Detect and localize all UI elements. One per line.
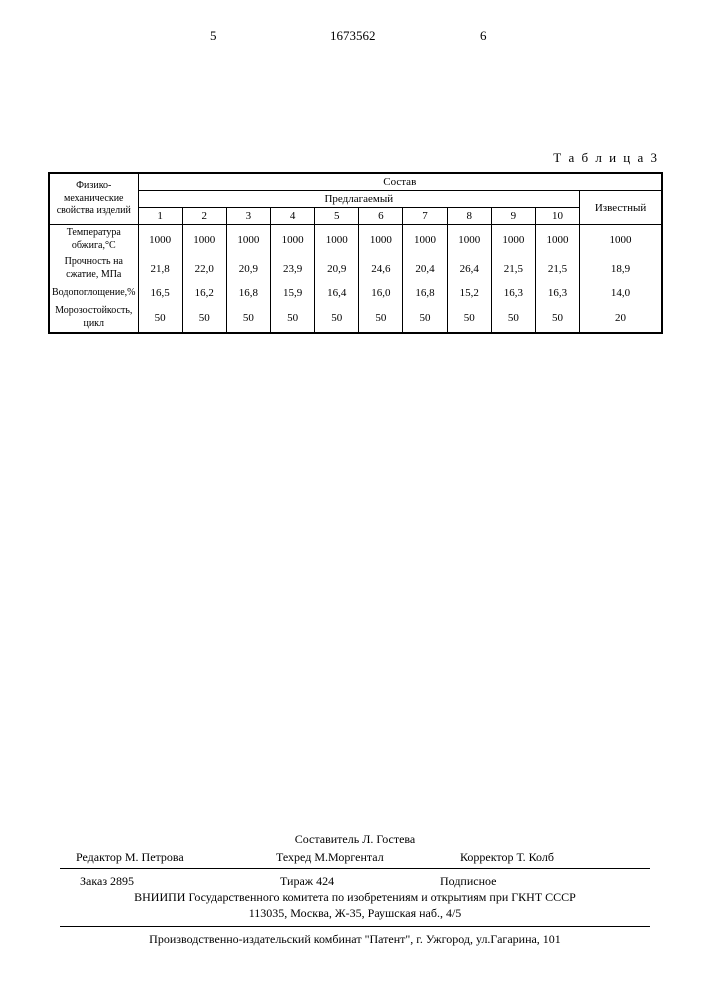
footer-address1: 113035, Москва, Ж-35, Раушская наб., 4/5 (60, 906, 650, 921)
row-label-0: Температура обжига,°С (49, 225, 138, 255)
page-number-right: 6 (480, 28, 487, 44)
th-col-5: 5 (315, 208, 359, 225)
cell: 50 (226, 303, 270, 333)
cell: 21,8 (138, 254, 182, 283)
cell: 1000 (315, 225, 359, 255)
row-label-3: Морозостойкость, цикл (49, 303, 138, 333)
patent-page: 5 1673562 6 Т а б л и ц а 3 Физико-механ… (0, 0, 707, 1000)
cell: 50 (182, 303, 226, 333)
footer-editor: Редактор М. Петрова (76, 850, 184, 865)
cell: 16,4 (315, 283, 359, 303)
cell: 50 (270, 303, 314, 333)
row-label-2: Водопоглощение,% (49, 283, 138, 303)
cell: 21,5 (535, 254, 579, 283)
footer-subscription: Подписное (440, 874, 497, 889)
cell: 16,0 (359, 283, 403, 303)
cell-known: 1000 (580, 225, 662, 255)
cell: 16,8 (226, 283, 270, 303)
patent-number: 1673562 (330, 28, 376, 44)
cell: 15,9 (270, 283, 314, 303)
row-label-1: Прочность на сжатие, МПа (49, 254, 138, 283)
cell: 1000 (491, 225, 535, 255)
cell: 1000 (359, 225, 403, 255)
cell: 1000 (403, 225, 447, 255)
cell: 20,4 (403, 254, 447, 283)
footer-order: Заказ 2895 (80, 874, 134, 889)
th-col-8: 8 (447, 208, 491, 225)
cell: 21,5 (491, 254, 535, 283)
cell: 50 (138, 303, 182, 333)
th-known: Известный (580, 191, 662, 225)
cell: 1000 (447, 225, 491, 255)
cell-known: 14,0 (580, 283, 662, 303)
th-col-2: 2 (182, 208, 226, 225)
cell: 16,3 (535, 283, 579, 303)
cell: 16,3 (491, 283, 535, 303)
cell-known: 20 (580, 303, 662, 333)
cell: 16,8 (403, 283, 447, 303)
th-row-header: Физико-механические свойства изделий (49, 173, 138, 225)
footer-tirazh: Тираж 424 (280, 874, 334, 889)
cell: 1000 (270, 225, 314, 255)
cell: 26,4 (447, 254, 491, 283)
cell: 50 (535, 303, 579, 333)
cell: 50 (447, 303, 491, 333)
cell: 50 (315, 303, 359, 333)
cell: 1000 (226, 225, 270, 255)
th-col-4: 4 (270, 208, 314, 225)
cell: 16,2 (182, 283, 226, 303)
footer-techred: Техред М.Моргентал (276, 850, 384, 865)
cell: 50 (403, 303, 447, 333)
divider-1 (60, 868, 650, 869)
cell: 20,9 (315, 254, 359, 283)
footer-compiler: Составитель Л. Гостева (60, 832, 650, 847)
footer-corrector: Корректор Т. Колб (460, 850, 554, 865)
th-sostav: Состав (138, 173, 662, 191)
cell: 50 (491, 303, 535, 333)
cell: 50 (359, 303, 403, 333)
th-predlag: Предлагаемый (138, 191, 580, 208)
th-col-1: 1 (138, 208, 182, 225)
properties-table: Физико-механические свойства изделий Сос… (48, 172, 663, 334)
cell: 15,2 (447, 283, 491, 303)
th-col-9: 9 (491, 208, 535, 225)
th-col-10: 10 (535, 208, 579, 225)
page-number-left: 5 (210, 28, 217, 44)
cell: 20,9 (226, 254, 270, 283)
footer-producer: Производственно-издательский комбинат "П… (60, 932, 650, 947)
footer-org: ВНИИПИ Государственного комитета по изоб… (60, 890, 650, 905)
cell: 1000 (182, 225, 226, 255)
cell: 1000 (535, 225, 579, 255)
cell: 23,9 (270, 254, 314, 283)
table-caption: Т а б л и ц а 3 (553, 150, 659, 166)
cell-known: 18,9 (580, 254, 662, 283)
cell: 22,0 (182, 254, 226, 283)
th-col-7: 7 (403, 208, 447, 225)
divider-2 (60, 926, 650, 927)
th-col-3: 3 (226, 208, 270, 225)
th-col-6: 6 (359, 208, 403, 225)
cell: 1000 (138, 225, 182, 255)
cell: 24,6 (359, 254, 403, 283)
cell: 16,5 (138, 283, 182, 303)
